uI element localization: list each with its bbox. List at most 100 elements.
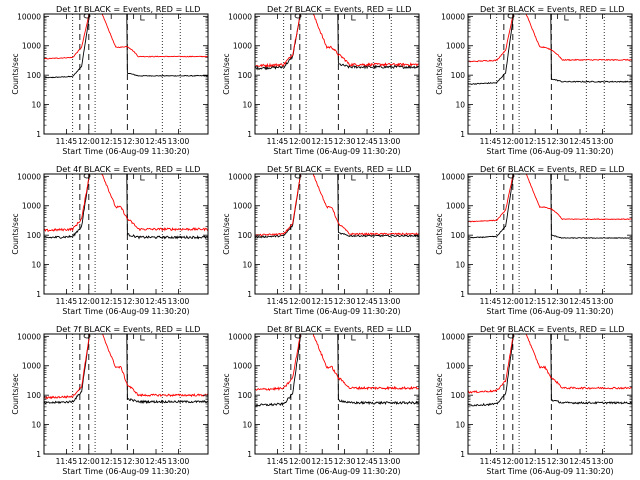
y-tick-label: 1000 xyxy=(22,42,41,51)
events-series-line xyxy=(468,14,632,85)
x-tick-label: 13:00 xyxy=(168,297,190,306)
x-axis-label: Start Time (06-Aug-09 11:30:20) xyxy=(273,147,400,156)
y-axis-label: Counts/sec xyxy=(11,53,20,94)
y-tick-label: 1 xyxy=(460,130,465,139)
x-tick-label: 12:00 xyxy=(78,457,100,466)
x-axis-label: Start Time (06-Aug-09 11:30:20) xyxy=(273,467,400,476)
events-series-line xyxy=(468,334,632,407)
x-tick-label: 11:45 xyxy=(267,137,289,146)
panel-title: Det 9f BLACK = Events, RED = LLD xyxy=(480,324,624,334)
lld-series-line xyxy=(468,334,632,394)
x-tick-label: 12:45 xyxy=(145,297,167,306)
x-tick-label: 12:00 xyxy=(289,457,311,466)
corner-mark xyxy=(564,15,569,21)
y-tick-label: 1000 xyxy=(22,202,41,211)
y-tick-label: 10000 xyxy=(441,12,465,21)
x-tick-label: 12:00 xyxy=(78,137,100,146)
x-tick-label: 11:45 xyxy=(56,457,78,466)
y-tick-label: 10000 xyxy=(228,332,252,341)
y-tick-label: 10 xyxy=(455,101,465,110)
x-axis-label: Start Time (06-Aug-09 11:30:20) xyxy=(273,307,400,316)
panel-title: Det 2f BLACK = Events, RED = LLD xyxy=(267,4,411,14)
panel-title: Det 8f BLACK = Events, RED = LLD xyxy=(267,324,411,334)
x-tick-label: 12:30 xyxy=(547,137,569,146)
panel-title: Det 6f BLACK = Events, RED = LLD xyxy=(480,164,624,174)
x-tick-label: 12:15 xyxy=(100,137,122,146)
panel-9: Det 9f BLACK = Events, RED = LLD 1 10 100 10… xyxy=(435,324,633,476)
y-axis-label: Counts/sec xyxy=(435,373,444,414)
x-axis-label: Start Time (06-Aug-09 11:30:20) xyxy=(62,147,189,156)
y-axis-label: Counts/sec xyxy=(222,373,231,414)
y-tick-label: 1 xyxy=(247,450,252,459)
y-tick-label: 1 xyxy=(460,450,465,459)
events-series-line xyxy=(255,14,419,71)
x-tick-label: 11:45 xyxy=(480,457,502,466)
y-tick-label: 10000 xyxy=(441,172,465,181)
y-tick-label: 100 xyxy=(238,71,253,80)
panel-7: Det 7f BLACK = Events, RED = LLD 1 10 100 10… xyxy=(11,324,209,476)
x-tick-label: 12:15 xyxy=(100,457,122,466)
corner-mark xyxy=(351,335,356,341)
y-tick-label: 10 xyxy=(31,101,41,110)
x-tick-label: 13:00 xyxy=(379,297,401,306)
y-tick-label: 100 xyxy=(451,231,466,240)
x-tick-label: 12:45 xyxy=(569,297,591,306)
y-tick-label: 10000 xyxy=(228,172,252,181)
panel-title: Det 4f BLACK = Events, RED = LLD xyxy=(56,164,200,174)
events-series-line xyxy=(255,174,419,239)
x-axis-label: Start Time (06-Aug-09 11:30:20) xyxy=(486,307,613,316)
y-tick-label: 10 xyxy=(455,261,465,270)
events-series-line xyxy=(44,334,208,405)
panel-6: Det 6f BLACK = Events, RED = LLD 1 10 100 10… xyxy=(435,164,633,316)
panel-3: Det 3f BLACK = Events, RED = LLD 1 10 100 10… xyxy=(435,4,633,156)
y-tick-label: 100 xyxy=(27,231,42,240)
x-tick-label: 12:45 xyxy=(356,457,378,466)
panel-4: Det 4f BLACK = Events, RED = LLD 1 10 100 10… xyxy=(11,164,209,316)
y-tick-label: 1 xyxy=(36,450,41,459)
x-tick-label: 12:15 xyxy=(311,137,333,146)
y-axis-label: Counts/sec xyxy=(11,213,20,254)
y-tick-label: 100 xyxy=(238,391,253,400)
x-tick-label: 12:00 xyxy=(502,137,524,146)
corner-mark xyxy=(351,15,356,21)
plot-frame xyxy=(467,333,633,455)
lld-series-line xyxy=(44,174,208,232)
corner-mark xyxy=(140,175,145,181)
x-axis-label: Start Time (06-Aug-09 11:30:20) xyxy=(62,467,189,476)
x-tick-label: 11:45 xyxy=(267,457,289,466)
y-tick-label: 1 xyxy=(247,130,252,139)
y-tick-label: 1000 xyxy=(22,362,41,371)
events-series-line xyxy=(468,174,632,240)
x-tick-label: 12:30 xyxy=(334,297,356,306)
x-axis-label: Start Time (06-Aug-09 11:30:20) xyxy=(62,307,189,316)
x-tick-label: 13:00 xyxy=(379,457,401,466)
panel-1: Det 1f BLACK = Events, RED = LLD 1 10 100 10… xyxy=(11,4,209,156)
x-tick-label: 12:15 xyxy=(100,297,122,306)
lld-series-line xyxy=(44,14,208,60)
panel-title: Det 7f BLACK = Events, RED = LLD xyxy=(56,324,200,334)
x-tick-label: 13:00 xyxy=(592,137,614,146)
y-tick-label: 1000 xyxy=(446,42,465,51)
plot-frame xyxy=(43,173,209,295)
x-tick-label: 12:30 xyxy=(334,137,356,146)
y-tick-label: 100 xyxy=(451,71,466,80)
y-tick-label: 1 xyxy=(460,290,465,299)
x-tick-label: 12:15 xyxy=(524,297,546,306)
y-tick-label: 1 xyxy=(36,290,41,299)
x-tick-label: 11:45 xyxy=(480,137,502,146)
y-tick-label: 10000 xyxy=(228,12,252,21)
lld-series-line xyxy=(468,174,632,223)
y-tick-label: 1 xyxy=(36,130,41,139)
x-tick-label: 12:00 xyxy=(502,297,524,306)
y-tick-label: 1000 xyxy=(233,362,252,371)
x-tick-label: 12:00 xyxy=(289,297,311,306)
panel-8: Det 8f BLACK = Events, RED = LLD 1 10 100 10… xyxy=(222,324,420,476)
y-tick-label: 10 xyxy=(242,261,252,270)
y-tick-label: 100 xyxy=(27,71,42,80)
y-tick-label: 10000 xyxy=(441,332,465,341)
y-tick-label: 10 xyxy=(242,101,252,110)
plot-frame xyxy=(254,13,420,135)
y-tick-label: 10 xyxy=(31,261,41,270)
events-series-line xyxy=(44,14,208,79)
corner-mark xyxy=(140,335,145,341)
